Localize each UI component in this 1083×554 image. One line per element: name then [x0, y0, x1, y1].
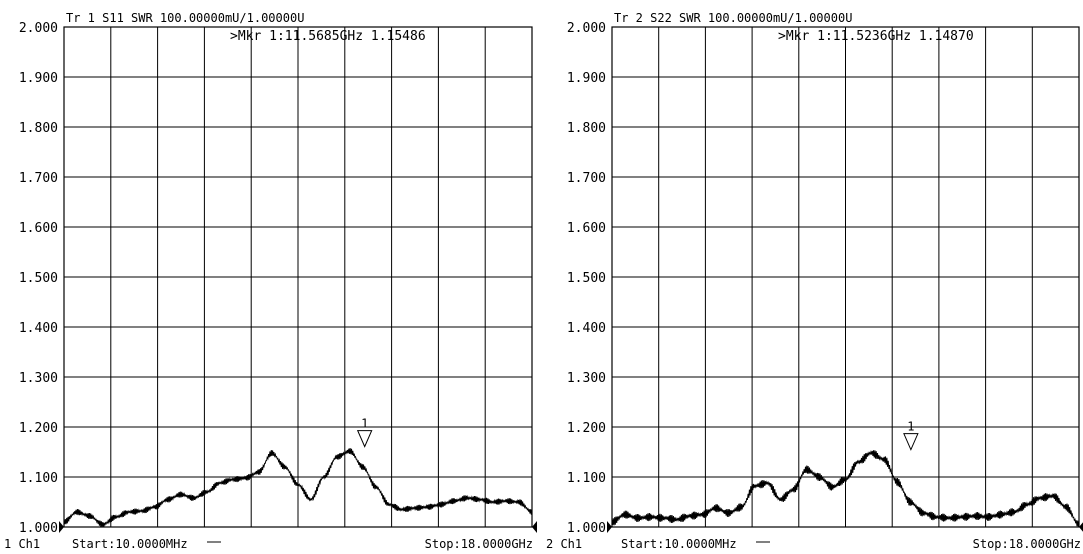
reference-arrow-right	[1079, 522, 1083, 532]
y-tick-label: 1.100	[19, 471, 58, 486]
y-tick-label: 2.000	[567, 21, 606, 36]
channel-label: 1 Ch1	[4, 537, 40, 551]
trace-panel-2: 2.000 1.900 1.800 1.700 1.600 1.500 1.400 1.300…	[542, 0, 1083, 554]
stop-frequency: Stop:18.0000GHz	[973, 537, 1081, 551]
grid	[611, 26, 1080, 528]
y-tick-label: 1.900	[19, 71, 58, 86]
trace-line	[63, 448, 533, 528]
plot-frame	[611, 26, 1080, 528]
marker-readout: >Mkr 1:11.5685GHz 1.15486	[230, 29, 426, 44]
y-tick-label: 1.300	[567, 371, 606, 386]
y-tick-label: 1.200	[19, 421, 58, 436]
grid	[63, 26, 533, 528]
y-tick-label: 1.000	[567, 521, 606, 536]
trace-line	[611, 450, 1080, 528]
y-tick-label: 1.800	[19, 121, 58, 136]
trace-header: Tr 2 S22 SWR 100.00000mU/1.00000U	[614, 11, 852, 25]
marker-readout: >Mkr 1:11.5236GHz 1.14870	[778, 29, 974, 44]
reference-arrow-left	[607, 521, 612, 533]
trace-header: Tr 1 S11 SWR 100.00000mU/1.00000U	[66, 11, 304, 25]
y-tick-label: 1.400	[19, 321, 58, 336]
y-tick-label: 1.500	[19, 271, 58, 286]
chart-svg-2: 2.000 1.900 1.800 1.700 1.600 1.500 1.400 1.300…	[546, 11, 1083, 551]
plot-frame	[63, 26, 533, 528]
start-frequency: Start:10.0000MHz	[621, 537, 737, 551]
marker-label: 1	[361, 417, 368, 431]
y-tick-label: 1.100	[567, 471, 606, 486]
reference-arrow-right	[532, 521, 537, 533]
stop-frequency: Stop:18.0000GHz	[425, 537, 533, 551]
y-tick-label: 1.500	[567, 271, 606, 286]
trace-panel-1: 2.000 1.900 1.800 1.700 1.600 1.500 1.400 1.300…	[4, 11, 537, 551]
start-frequency: Start:10.0000MHz	[72, 537, 188, 551]
y-tick-label: 1.400	[567, 321, 606, 336]
marker-triangle	[356, 430, 373, 448]
y-tick-label: 1.300	[19, 371, 58, 386]
chart-svg-1: 2.000 1.900 1.800 1.700 1.600 1.500 1.400 1.300…	[4, 11, 537, 551]
y-tick-label: 1.600	[567, 221, 606, 236]
y-tick-label: 1.600	[19, 221, 58, 236]
y-tick-label: 2.000	[19, 21, 58, 36]
y-tick-label: 1.900	[567, 71, 606, 86]
reference-arrow-left	[59, 521, 64, 533]
y-tick-label: 1.800	[567, 121, 606, 136]
marker-label: 1	[907, 420, 914, 434]
y-tick-label: 1.200	[567, 421, 606, 436]
channel-label: 2 Ch1	[546, 537, 582, 551]
marker-triangle	[903, 433, 919, 451]
y-tick-label: 1.700	[567, 171, 606, 186]
y-tick-label: 1.000	[19, 521, 58, 536]
y-tick-label: 1.700	[19, 171, 58, 186]
